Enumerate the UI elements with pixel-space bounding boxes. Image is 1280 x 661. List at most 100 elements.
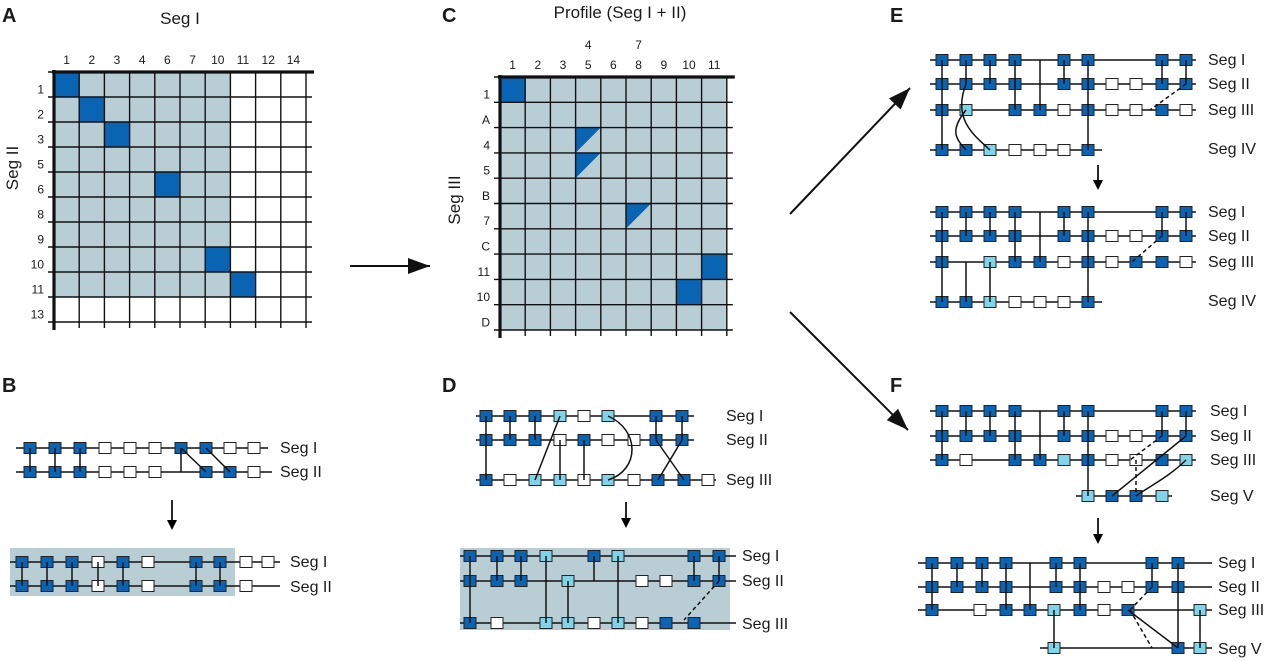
grid-title: Profile (Seg I + II) xyxy=(554,3,687,22)
residue-empty xyxy=(601,434,615,446)
row-tick-label: B xyxy=(482,189,490,203)
col-tick-label: 3 xyxy=(560,58,567,72)
seg-label-v: Seg V xyxy=(1210,488,1254,505)
residue-empty xyxy=(1105,230,1119,242)
col-tick-label-extra: 4 xyxy=(585,38,592,52)
match-cell xyxy=(54,72,80,97)
alignment-link xyxy=(657,439,683,481)
seg-label-i: Seg I xyxy=(1208,52,1245,69)
col-tick-label: 10 xyxy=(211,53,225,67)
residue-empty xyxy=(1129,430,1143,442)
alignment-link xyxy=(534,415,561,481)
col-tick-label: 6 xyxy=(164,53,171,67)
row-tick-label: 9 xyxy=(37,233,44,247)
row-tick-label: 3 xyxy=(37,133,44,147)
residue-empty xyxy=(1105,430,1119,442)
row-tick-label: 7 xyxy=(483,214,490,228)
grid-ylabel: Seg III xyxy=(445,175,464,224)
residue-empty xyxy=(223,442,237,454)
residue-empty xyxy=(1057,104,1071,116)
seg-label-i: Seg I xyxy=(1210,403,1247,420)
panel-letter-e: E xyxy=(890,5,903,27)
match-cell xyxy=(104,122,130,147)
residue-empty xyxy=(1008,296,1022,308)
residue-empty xyxy=(1179,104,1193,116)
panel-f: F Seg I Seg II Seg III Seg V Seg I Seg II Seg … xyxy=(890,375,1264,658)
col-tick-label: 4 xyxy=(139,53,146,67)
match-cell xyxy=(154,172,180,197)
residue-empty xyxy=(503,474,517,486)
residue-empty xyxy=(1008,144,1022,156)
col-tick-label: 7 xyxy=(189,53,196,67)
panel-letter-a: A xyxy=(2,5,16,27)
seg-label-ii: Seg II xyxy=(726,432,768,449)
half-match-fill xyxy=(575,127,601,153)
seg-label-i: Seg I xyxy=(742,548,779,565)
residue-empty xyxy=(123,442,137,454)
residue-empty xyxy=(239,556,253,568)
seg-label-ii: Seg II xyxy=(290,579,332,596)
residue-dark xyxy=(1155,104,1169,116)
residue-empty xyxy=(1105,454,1119,466)
residue-empty xyxy=(148,466,162,478)
match-cell xyxy=(79,97,105,122)
residue-empty xyxy=(1105,104,1119,116)
seg-label-v: Seg V xyxy=(1218,641,1262,658)
col-tick-label: 11 xyxy=(708,58,721,72)
residue-empty xyxy=(490,617,504,629)
seg-label-ii: Seg II xyxy=(1210,428,1252,445)
alignment-link-dashed xyxy=(683,580,720,621)
residue-dark xyxy=(659,617,673,629)
residue-empty xyxy=(635,575,649,587)
row-tick-label: 1 xyxy=(483,88,490,102)
seg-label-iii: Seg III xyxy=(1210,452,1256,469)
connector-curve xyxy=(1135,459,1187,497)
alignment-link-dashed xyxy=(1149,83,1187,111)
seg-label-i: Seg I xyxy=(1218,555,1255,572)
row-tick-label: 2 xyxy=(37,108,44,122)
residue-empty xyxy=(973,604,987,616)
col-tick-label: 12 xyxy=(262,53,276,67)
grid-ylabel: Seg II xyxy=(3,146,22,190)
half-match-cell xyxy=(626,203,652,229)
row-tick-label: D xyxy=(481,315,490,329)
col-tick-label: 1 xyxy=(509,58,516,72)
row-tick-label: 8 xyxy=(37,208,44,222)
col-tick-label-extra: 7 xyxy=(635,38,642,52)
residue-empty xyxy=(1179,256,1193,268)
residue-empty xyxy=(1105,256,1119,268)
step-arrow-head xyxy=(1093,180,1103,190)
residue-empty xyxy=(141,556,155,568)
residue-empty xyxy=(247,442,261,454)
residue-empty xyxy=(123,466,137,478)
seg-label-i: Seg I xyxy=(726,408,763,425)
col-tick-label: 2 xyxy=(534,58,541,72)
residue-empty xyxy=(1121,581,1135,593)
residue-empty xyxy=(98,466,112,478)
match-cell xyxy=(205,247,231,272)
seg-label-iii: Seg III xyxy=(726,472,772,489)
residue-empty xyxy=(1105,78,1119,90)
col-tick-label: 3 xyxy=(114,53,121,67)
residue-light xyxy=(1057,454,1071,466)
row-tick-label: 6 xyxy=(37,183,44,197)
row-tick-label: 5 xyxy=(483,164,490,178)
residue-empty xyxy=(98,442,112,454)
row-tick-label: 11 xyxy=(32,283,45,297)
match-cell xyxy=(701,254,727,280)
half-match-cell xyxy=(575,152,601,179)
step-arrow-head xyxy=(1093,534,1103,544)
grid-title: Seg I xyxy=(160,9,200,28)
seg-label-ii: Seg II xyxy=(1208,228,1250,245)
residue-empty xyxy=(1033,144,1047,156)
alignment-link-dashed xyxy=(1129,609,1153,649)
residue-empty xyxy=(1129,78,1143,90)
seg-label-ii: Seg II xyxy=(280,464,322,481)
col-tick-label: 10 xyxy=(682,58,696,72)
flow-arrow-head xyxy=(408,258,430,274)
residue-empty xyxy=(635,617,649,629)
residue-empty xyxy=(577,410,591,422)
